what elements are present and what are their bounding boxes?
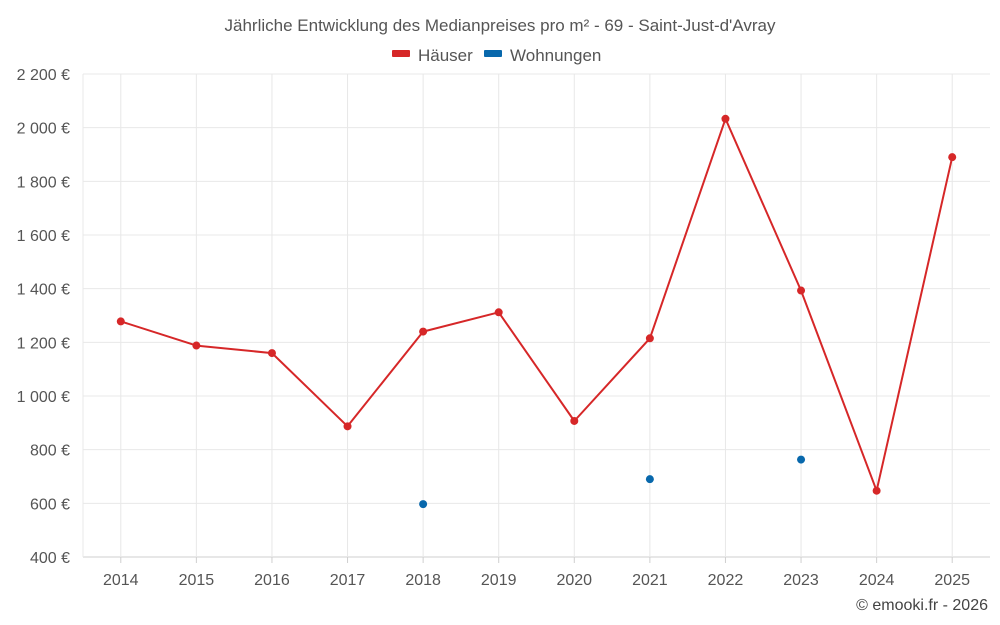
x-tick-label: 2025 [934,572,970,589]
data-point-haeuser-2017[interactable]: Häuser 2017: 887 € [343,422,352,431]
y-tick-label: 600 € [30,496,70,513]
data-point-haeuser-2020[interactable]: Häuser 2020: 907 € [570,416,579,425]
y-axis: 400 € 600 € 800 € 1 000 € 1 200 € 1 400 € 1 60… [17,67,70,567]
y-tick-label: 2 200 € [17,67,70,84]
data-point-haeuser-2015[interactable]: Häuser 2015: 1188 € [192,341,201,350]
data-point-haeuser-2025[interactable]: Häuser 2025: 1890 € [948,153,957,162]
y-tick-label: 1 200 € [17,335,70,352]
legend-swatch-wohnungen [484,50,502,57]
data-point-haeuser-2023[interactable]: Häuser 2023: 1393 € [797,286,806,295]
legend-label-haeuser[interactable]: Häuser [418,46,473,65]
x-tick-label: 2019 [481,572,517,589]
data-point-haeuser-2021[interactable]: Häuser 2021: 1215 € [645,334,654,343]
x-tick-label: 2017 [330,572,366,589]
data-point-haeuser-2016[interactable]: Häuser 2016: 1160 € [267,349,276,358]
x-tick-label: 2014 [103,572,139,589]
x-tick-label: 2021 [632,572,668,589]
legend: Häuser Wohnungen [392,46,601,65]
legend-swatch-haeuser [392,50,410,57]
x-tick-label: 2015 [179,572,215,589]
series-line-0 [120,117,954,492]
y-tick-label: 1 000 € [17,389,70,406]
y-tick-label: 1 400 € [17,282,70,299]
grid [82,73,990,558]
x-tick-label: 2023 [783,572,819,589]
x-axis: 2014 2015 2016 2017 2018 2019 2020 2021 2022 2023… [103,557,970,589]
x-tick-label: 2016 [254,572,290,589]
data-point-haeuser-2022[interactable]: Häuser 2022: 2033 € [721,114,730,123]
y-tick-label: 1 800 € [17,174,70,191]
y-tick-label: 2 000 € [17,121,70,138]
x-tick-label: 2024 [859,572,895,589]
y-tick-label: 1 600 € [17,228,70,245]
credit-text: © emooki.fr - 2026 [856,597,988,614]
y-tick-label: 800 € [30,443,70,460]
legend-label-wohnungen[interactable]: Wohnungen [510,46,601,65]
y-tick-label: 400 € [30,550,70,567]
data-point-wohnungen-2021[interactable]: Wohnungen 2021: 690 € [645,475,654,484]
chart-title: Jährliche Entwicklung des Medianpreises … [225,16,776,35]
x-tick-label: 2022 [708,572,744,589]
data-point-haeuser-2014[interactable]: Häuser 2014: 1278 € [116,317,125,326]
data-point-haeuser-2018[interactable]: Häuser 2018: 1240 € [419,327,428,336]
data-point-wohnungen-2023[interactable]: Wohnungen 2023: 763 € [797,455,806,464]
data-point-wohnungen-2018[interactable]: Wohnungen 2018: 597 € [419,500,428,509]
data-point-haeuser-2019[interactable]: Häuser 2019: 1312 € [494,308,503,317]
x-tick-label: 2018 [405,572,441,589]
series-layer: Häuser 2014: 1278 € Häuser 2015: 1188 € Hä… [116,114,957,509]
data-point-haeuser-2024[interactable]: Häuser 2024: 647 € [872,486,881,495]
x-tick-label: 2020 [556,572,592,589]
